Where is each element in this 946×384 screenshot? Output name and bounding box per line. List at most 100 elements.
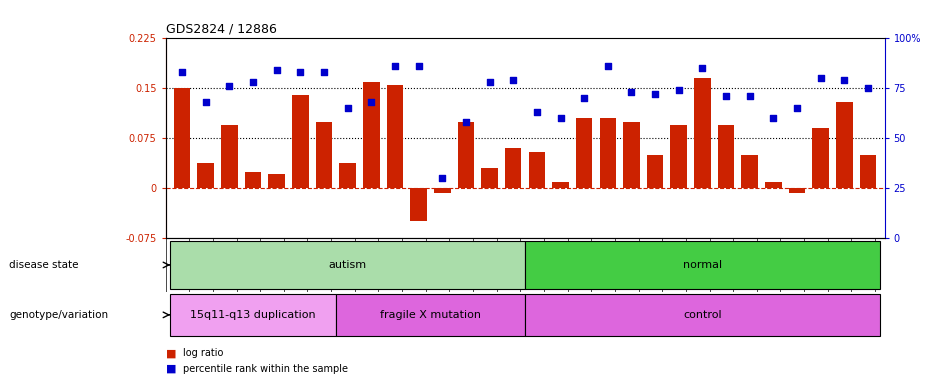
Bar [387, 85, 403, 188]
Point [458, 119, 473, 125]
Bar [529, 152, 545, 188]
Point [552, 115, 568, 121]
Bar [292, 95, 308, 188]
Text: GDS2824 / 12886: GDS2824 / 12886 [166, 23, 276, 36]
Point [292, 69, 307, 75]
Text: GSM176589: GSM176589 [463, 241, 469, 283]
Text: control: control [683, 310, 722, 320]
Point [316, 69, 331, 75]
Text: fragile X mutation: fragile X mutation [380, 310, 481, 320]
Bar [363, 82, 379, 188]
Bar [671, 125, 687, 188]
Point [529, 109, 544, 115]
Text: ■: ■ [166, 348, 176, 358]
Bar [813, 128, 829, 188]
Point [647, 91, 662, 98]
Bar [170, 294, 336, 336]
Text: autism: autism [328, 260, 367, 270]
Bar [789, 188, 805, 193]
Text: GSM176619: GSM176619 [865, 241, 871, 283]
Text: GSM176615: GSM176615 [794, 241, 800, 283]
Bar [245, 172, 261, 188]
Text: GSM176506: GSM176506 [202, 241, 209, 283]
Bar [269, 174, 285, 188]
Text: GSM176612: GSM176612 [723, 241, 729, 283]
Text: GSM176535: GSM176535 [321, 241, 327, 283]
Point [836, 77, 851, 83]
Text: GSM176617: GSM176617 [817, 241, 824, 283]
Point [245, 79, 260, 85]
Text: GSM176609: GSM176609 [675, 241, 682, 283]
Text: GSM176610: GSM176610 [699, 241, 706, 283]
Text: GSM176601: GSM176601 [534, 241, 540, 283]
Point [199, 99, 214, 105]
Text: normal: normal [683, 260, 722, 270]
Bar [482, 168, 498, 188]
Text: GSM176605: GSM176605 [604, 241, 611, 283]
Text: GSM176575: GSM176575 [368, 241, 375, 283]
Bar [411, 188, 427, 222]
Point [718, 93, 733, 99]
Point [789, 105, 804, 111]
Text: GSM176507: GSM176507 [226, 241, 233, 283]
Bar [505, 148, 521, 188]
Point [482, 79, 498, 85]
Bar [336, 294, 525, 336]
Point [269, 67, 284, 73]
Bar [458, 122, 474, 188]
Bar [694, 78, 710, 188]
Point [174, 69, 189, 75]
Point [742, 93, 757, 99]
Point [388, 63, 403, 70]
Text: log ratio: log ratio [183, 348, 223, 358]
Bar [434, 188, 450, 194]
Point [576, 95, 591, 101]
Text: GSM176604: GSM176604 [581, 241, 587, 283]
Bar [316, 122, 332, 188]
Text: GSM176508: GSM176508 [250, 241, 256, 283]
Text: GSM176618: GSM176618 [841, 241, 848, 283]
Text: genotype/variation: genotype/variation [9, 310, 109, 320]
Point [813, 75, 828, 81]
Text: GSM176602: GSM176602 [557, 241, 564, 283]
Text: GSM176607: GSM176607 [628, 241, 635, 283]
Bar [765, 182, 781, 188]
Text: GSM176505: GSM176505 [179, 241, 185, 283]
Bar [174, 88, 190, 188]
Bar [170, 241, 525, 289]
Bar [836, 102, 852, 188]
Point [623, 89, 639, 95]
Bar [576, 118, 592, 188]
Point [671, 87, 686, 93]
Bar [340, 163, 356, 188]
Text: GSM176583: GSM176583 [415, 241, 422, 283]
Bar [600, 118, 616, 188]
Text: GSM176509: GSM176509 [273, 241, 280, 283]
Point [765, 115, 780, 121]
Point [411, 63, 426, 70]
Bar [623, 122, 639, 188]
Text: GSM176608: GSM176608 [652, 241, 658, 283]
Point [505, 77, 520, 83]
Point [694, 65, 710, 71]
Text: GSM176592: GSM176592 [486, 241, 493, 283]
Point [340, 105, 355, 111]
Bar [525, 294, 880, 336]
Text: GSM176570: GSM176570 [344, 241, 351, 283]
Point [221, 83, 236, 89]
Text: 15q11-q13 duplication: 15q11-q13 duplication [190, 310, 316, 320]
Text: GSM176613: GSM176613 [746, 241, 753, 283]
Text: GSM176586: GSM176586 [439, 241, 446, 283]
Text: disease state: disease state [9, 260, 79, 270]
Point [600, 63, 615, 70]
Text: GSM176614: GSM176614 [770, 241, 777, 283]
Bar [718, 125, 734, 188]
Bar [525, 241, 880, 289]
Bar [198, 163, 214, 188]
Text: percentile rank within the sample: percentile rank within the sample [183, 364, 347, 374]
Point [434, 175, 449, 181]
Point [860, 85, 875, 91]
Bar [860, 155, 876, 188]
Bar [647, 155, 663, 188]
Bar [742, 155, 758, 188]
